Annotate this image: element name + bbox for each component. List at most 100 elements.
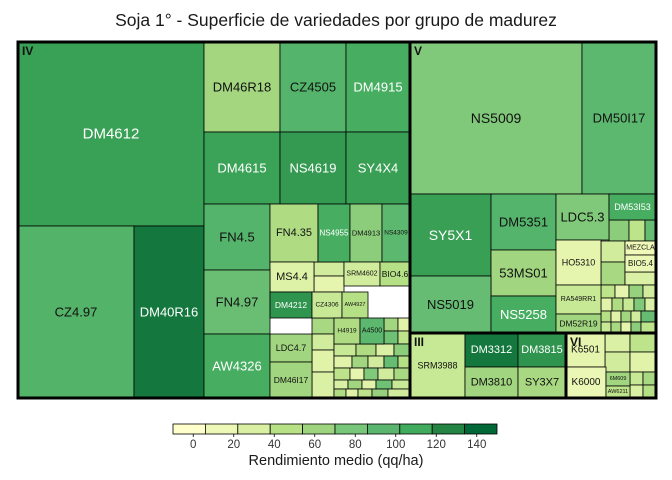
chart-title: Soja 1° - Superficie de variedades por g…	[115, 10, 557, 30]
tile-fn4-35	[269, 203, 319, 263]
tile-fn4-5	[203, 203, 271, 271]
tile-label: CZ4.97	[55, 305, 98, 320]
legend-swatch	[302, 423, 336, 435]
tile-label: DM4615	[217, 161, 266, 176]
tile-dm3312	[464, 332, 519, 368]
tile-label: AW4927	[345, 302, 366, 308]
tile-label: NS4309	[384, 230, 408, 237]
tile-label: AW6211	[608, 389, 628, 395]
group-border-vi	[564, 331, 658, 400]
tile-label: K6501	[571, 345, 600, 356]
tile-label: DM3810	[471, 377, 513, 389]
tile-label: SY4X4	[358, 161, 398, 176]
tile-label: SRM3988	[417, 361, 457, 371]
tile-53ms01	[490, 249, 557, 297]
legend-tick-label: 20	[227, 439, 240, 451]
tile-label: 6M609	[610, 376, 627, 382]
treemap: DM4612 CZ4.97 DM40R16 DM46R18 CZ4505 DM4915 DM…	[16, 40, 658, 400]
tile-h4919	[333, 317, 361, 345]
tile-label: DM3815	[521, 344, 563, 356]
tile-label: DM40R16	[140, 305, 199, 320]
tile-bio4-6	[379, 261, 411, 287]
tile-dm4612	[17, 41, 205, 227]
tile-ldc4-7	[269, 333, 313, 363]
tile-label: DM53I53	[614, 202, 651, 212]
tile-sy5x1	[409, 193, 492, 277]
tile-sy3x7	[517, 366, 567, 399]
tile-srm4602	[343, 261, 381, 287]
group-label: III	[414, 335, 424, 349]
tile-label: NS4619	[290, 161, 337, 176]
tile-label: MEZCLA	[626, 245, 655, 252]
tile-k6501	[565, 332, 606, 368]
legend-swatch	[334, 423, 368, 435]
legend-swatch	[464, 423, 498, 435]
legend-tick-label: 80	[349, 439, 362, 451]
legend-swatch	[237, 423, 271, 435]
legend-title: Rendimiento medio (qq/ha)	[248, 453, 424, 469]
tile-label: K6000	[572, 377, 601, 388]
legend-swatch	[366, 423, 401, 435]
legend-tick-label: 140	[467, 439, 486, 451]
tile-label: NS5258	[500, 307, 547, 322]
legend-swatch	[431, 423, 466, 435]
legend-swatch	[399, 423, 433, 435]
tile-ns5019	[409, 275, 492, 334]
tile-label: NS4955	[320, 229, 349, 238]
tile-ra549rr1	[555, 284, 602, 315]
tile-label: H4919	[337, 328, 357, 335]
tile-label: HO5310	[562, 258, 596, 268]
tile-label: NS5019	[427, 297, 474, 312]
tile-label: A4500	[362, 328, 382, 335]
tile-label: LDC4.7	[276, 343, 307, 353]
legend-tick-label: 100	[386, 439, 405, 451]
tile-sy4x4	[345, 131, 411, 205]
tile-label: DM4915	[353, 80, 402, 95]
tile-label: MS4.4	[276, 271, 308, 283]
tile-label: FN4.97	[216, 295, 259, 310]
tile-label: DM4212	[275, 300, 307, 310]
tile-aw4927	[341, 291, 369, 319]
tile-label: DM52R19	[559, 319, 598, 329]
tile-label: SY3X7	[525, 377, 559, 389]
tile-a4500	[359, 317, 385, 345]
tile-label: DM50I17	[593, 111, 646, 126]
group-label: IV	[22, 44, 33, 58]
legend-tick-label: 120	[427, 439, 446, 451]
tile-label: 53MS01	[499, 266, 547, 281]
legend-tick-label: 0	[190, 439, 196, 451]
tile-label: NS5009	[471, 110, 522, 126]
tile-label: LDC5.3	[560, 210, 604, 225]
group-label: VI	[570, 335, 581, 349]
tile-label: BIO5.4	[628, 259, 653, 268]
tile-label: DM3312	[471, 344, 513, 356]
legend-swatch	[269, 423, 304, 435]
tile-label: DM4612	[83, 126, 140, 143]
tile-ns4955	[317, 203, 351, 263]
tile-label: RA549RR1	[561, 296, 597, 303]
tile-dm4915	[345, 41, 411, 133]
tile-fn4-97	[203, 269, 271, 335]
tile-label: DM5351	[499, 215, 548, 230]
tile-label: CZ4306	[315, 302, 339, 309]
tile-dm4615	[203, 131, 281, 205]
tile-dm40r16	[133, 225, 205, 399]
legend-swatch	[204, 423, 239, 435]
tile-label: BIO4.6	[382, 269, 409, 279]
tile-label: DM46I17	[274, 375, 309, 385]
legend-tick-label: 40	[268, 439, 281, 451]
tile-label: SRM4602	[346, 271, 377, 278]
tile-label: CZ4505	[290, 80, 336, 95]
tile-dm53i53	[608, 193, 657, 221]
legend-tick-label: 60	[308, 439, 321, 451]
tile-ns5009	[409, 41, 583, 195]
tile-label: DM4913	[352, 229, 380, 238]
tile-label: FN4.35	[276, 227, 312, 239]
tile-label: DM46R18	[213, 80, 272, 95]
tile-dm5351	[490, 193, 557, 251]
group-label: V	[414, 44, 422, 58]
tile-label: SY5X1	[429, 227, 473, 243]
tile-label: AW4326	[212, 359, 261, 374]
legend-swatch	[172, 423, 206, 435]
